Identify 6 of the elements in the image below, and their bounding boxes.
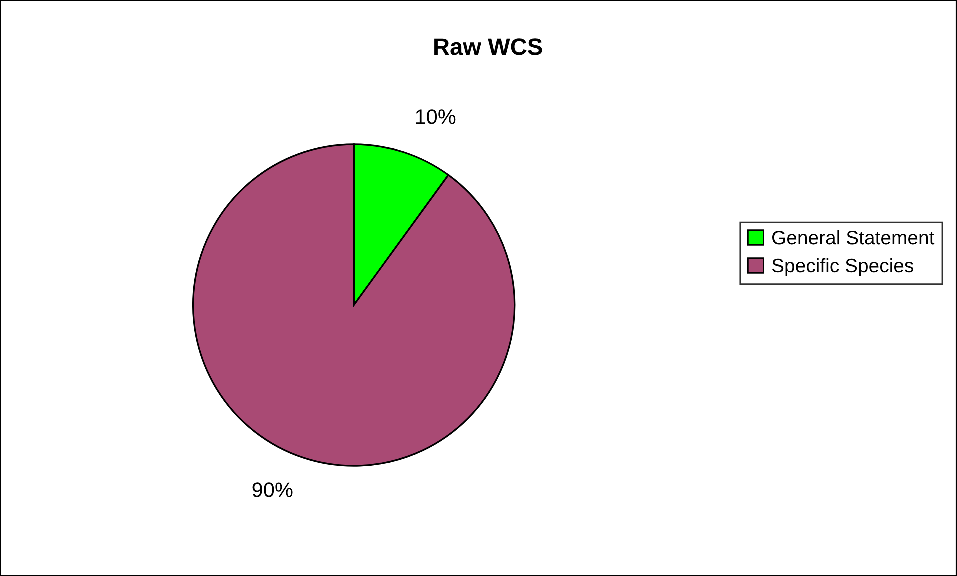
chart-title: Raw WCS <box>434 38 542 56</box>
legend-label: Specific Species <box>772 258 914 277</box>
data-label: 90% <box>252 482 293 498</box>
legend-label: General Statement <box>772 230 935 245</box>
pie-slice <box>192 144 516 467</box>
data-label: 10% <box>416 110 456 124</box>
